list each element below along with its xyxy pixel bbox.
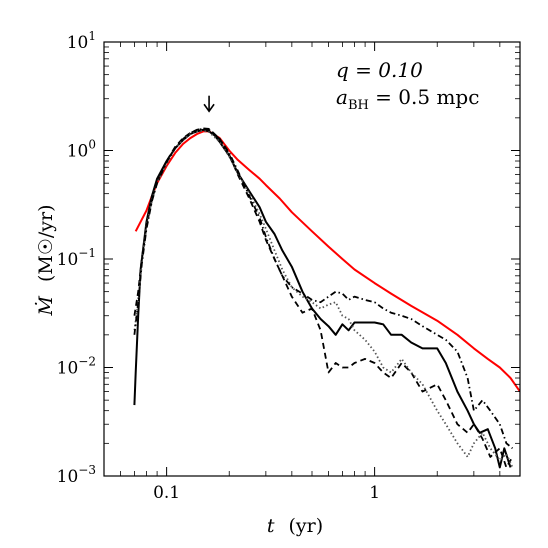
annotation-abh-subscript: BH [348,98,369,113]
series-line-4-dotted [133,129,514,468]
y-tick-label: 101 [67,29,96,53]
series-line-5-dashdot [133,128,514,449]
y-tick-label: 10−3 [57,463,96,487]
y-tick-label: 10−2 [57,355,96,379]
series-line-1-solid [134,130,520,393]
x-axis-symbol: t [267,515,275,537]
x-axis-unit: (yr) [288,515,323,537]
x-tick-label: 0.1 [153,483,180,503]
annotation-abh-value: = 0.5 mpc [369,85,480,109]
x-axis-label: t (yr) [267,515,323,537]
y-axis-unit: (M☉/yr) [35,205,57,283]
annotation-q: q = 0.10 [336,58,423,82]
annotation-abh-symbol: a [336,85,348,109]
y-axis-label: Ṁ (M☉/yr) [34,205,57,317]
y-axis-symbol: Ṁ [34,296,57,317]
peak-arrow-icon [203,95,215,113]
series-line-3-dashed [133,127,514,469]
y-tick-label: 10−1 [57,246,96,270]
x-tick-label: 1 [369,483,380,503]
annotation-abh: aBH = 0.5 mpc [336,85,479,113]
y-tick-label: 100 [67,138,96,162]
